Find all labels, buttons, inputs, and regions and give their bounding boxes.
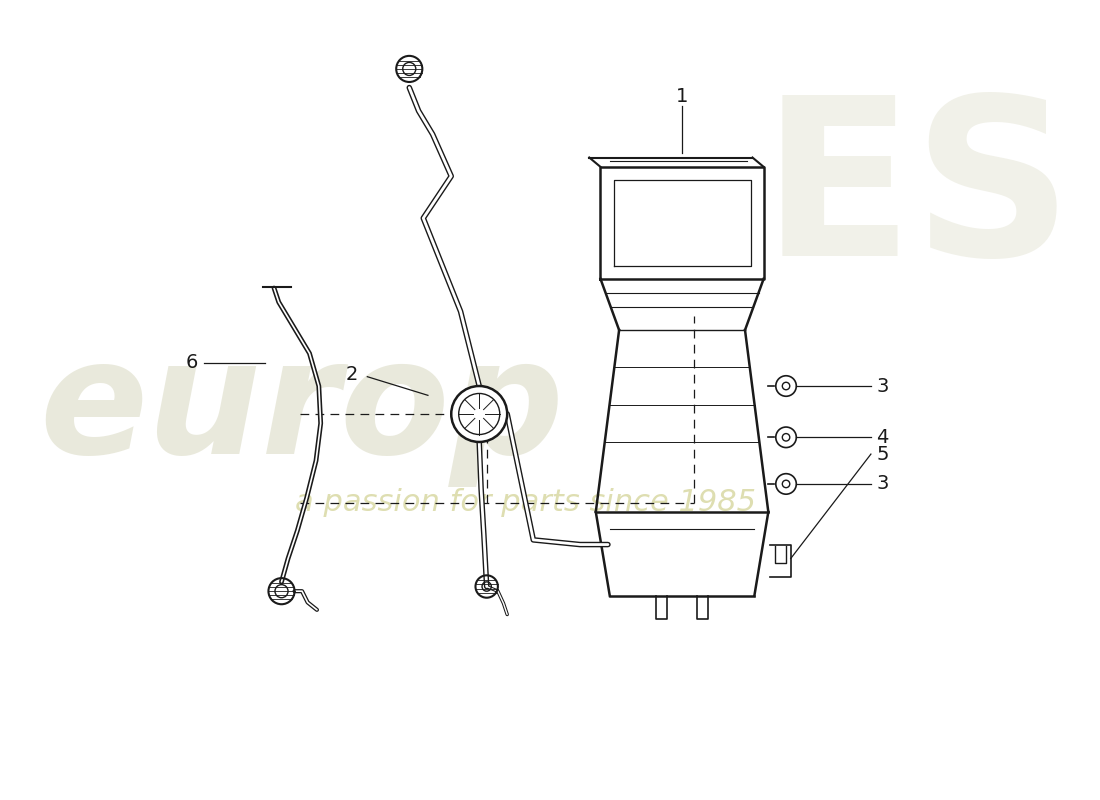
Text: a passion for parts since 1985: a passion for parts since 1985 <box>296 488 757 517</box>
Circle shape <box>776 474 796 494</box>
Circle shape <box>776 376 796 396</box>
Circle shape <box>776 427 796 447</box>
Text: europ: europ <box>40 332 564 487</box>
Circle shape <box>451 386 507 442</box>
Text: ES: ES <box>761 88 1074 302</box>
Text: 2: 2 <box>345 366 358 384</box>
Text: 4: 4 <box>877 428 889 447</box>
Text: 6: 6 <box>185 353 198 372</box>
Text: 3: 3 <box>877 377 889 395</box>
Text: 5: 5 <box>877 445 889 463</box>
Text: 1: 1 <box>675 87 689 106</box>
Text: 3: 3 <box>877 474 889 494</box>
